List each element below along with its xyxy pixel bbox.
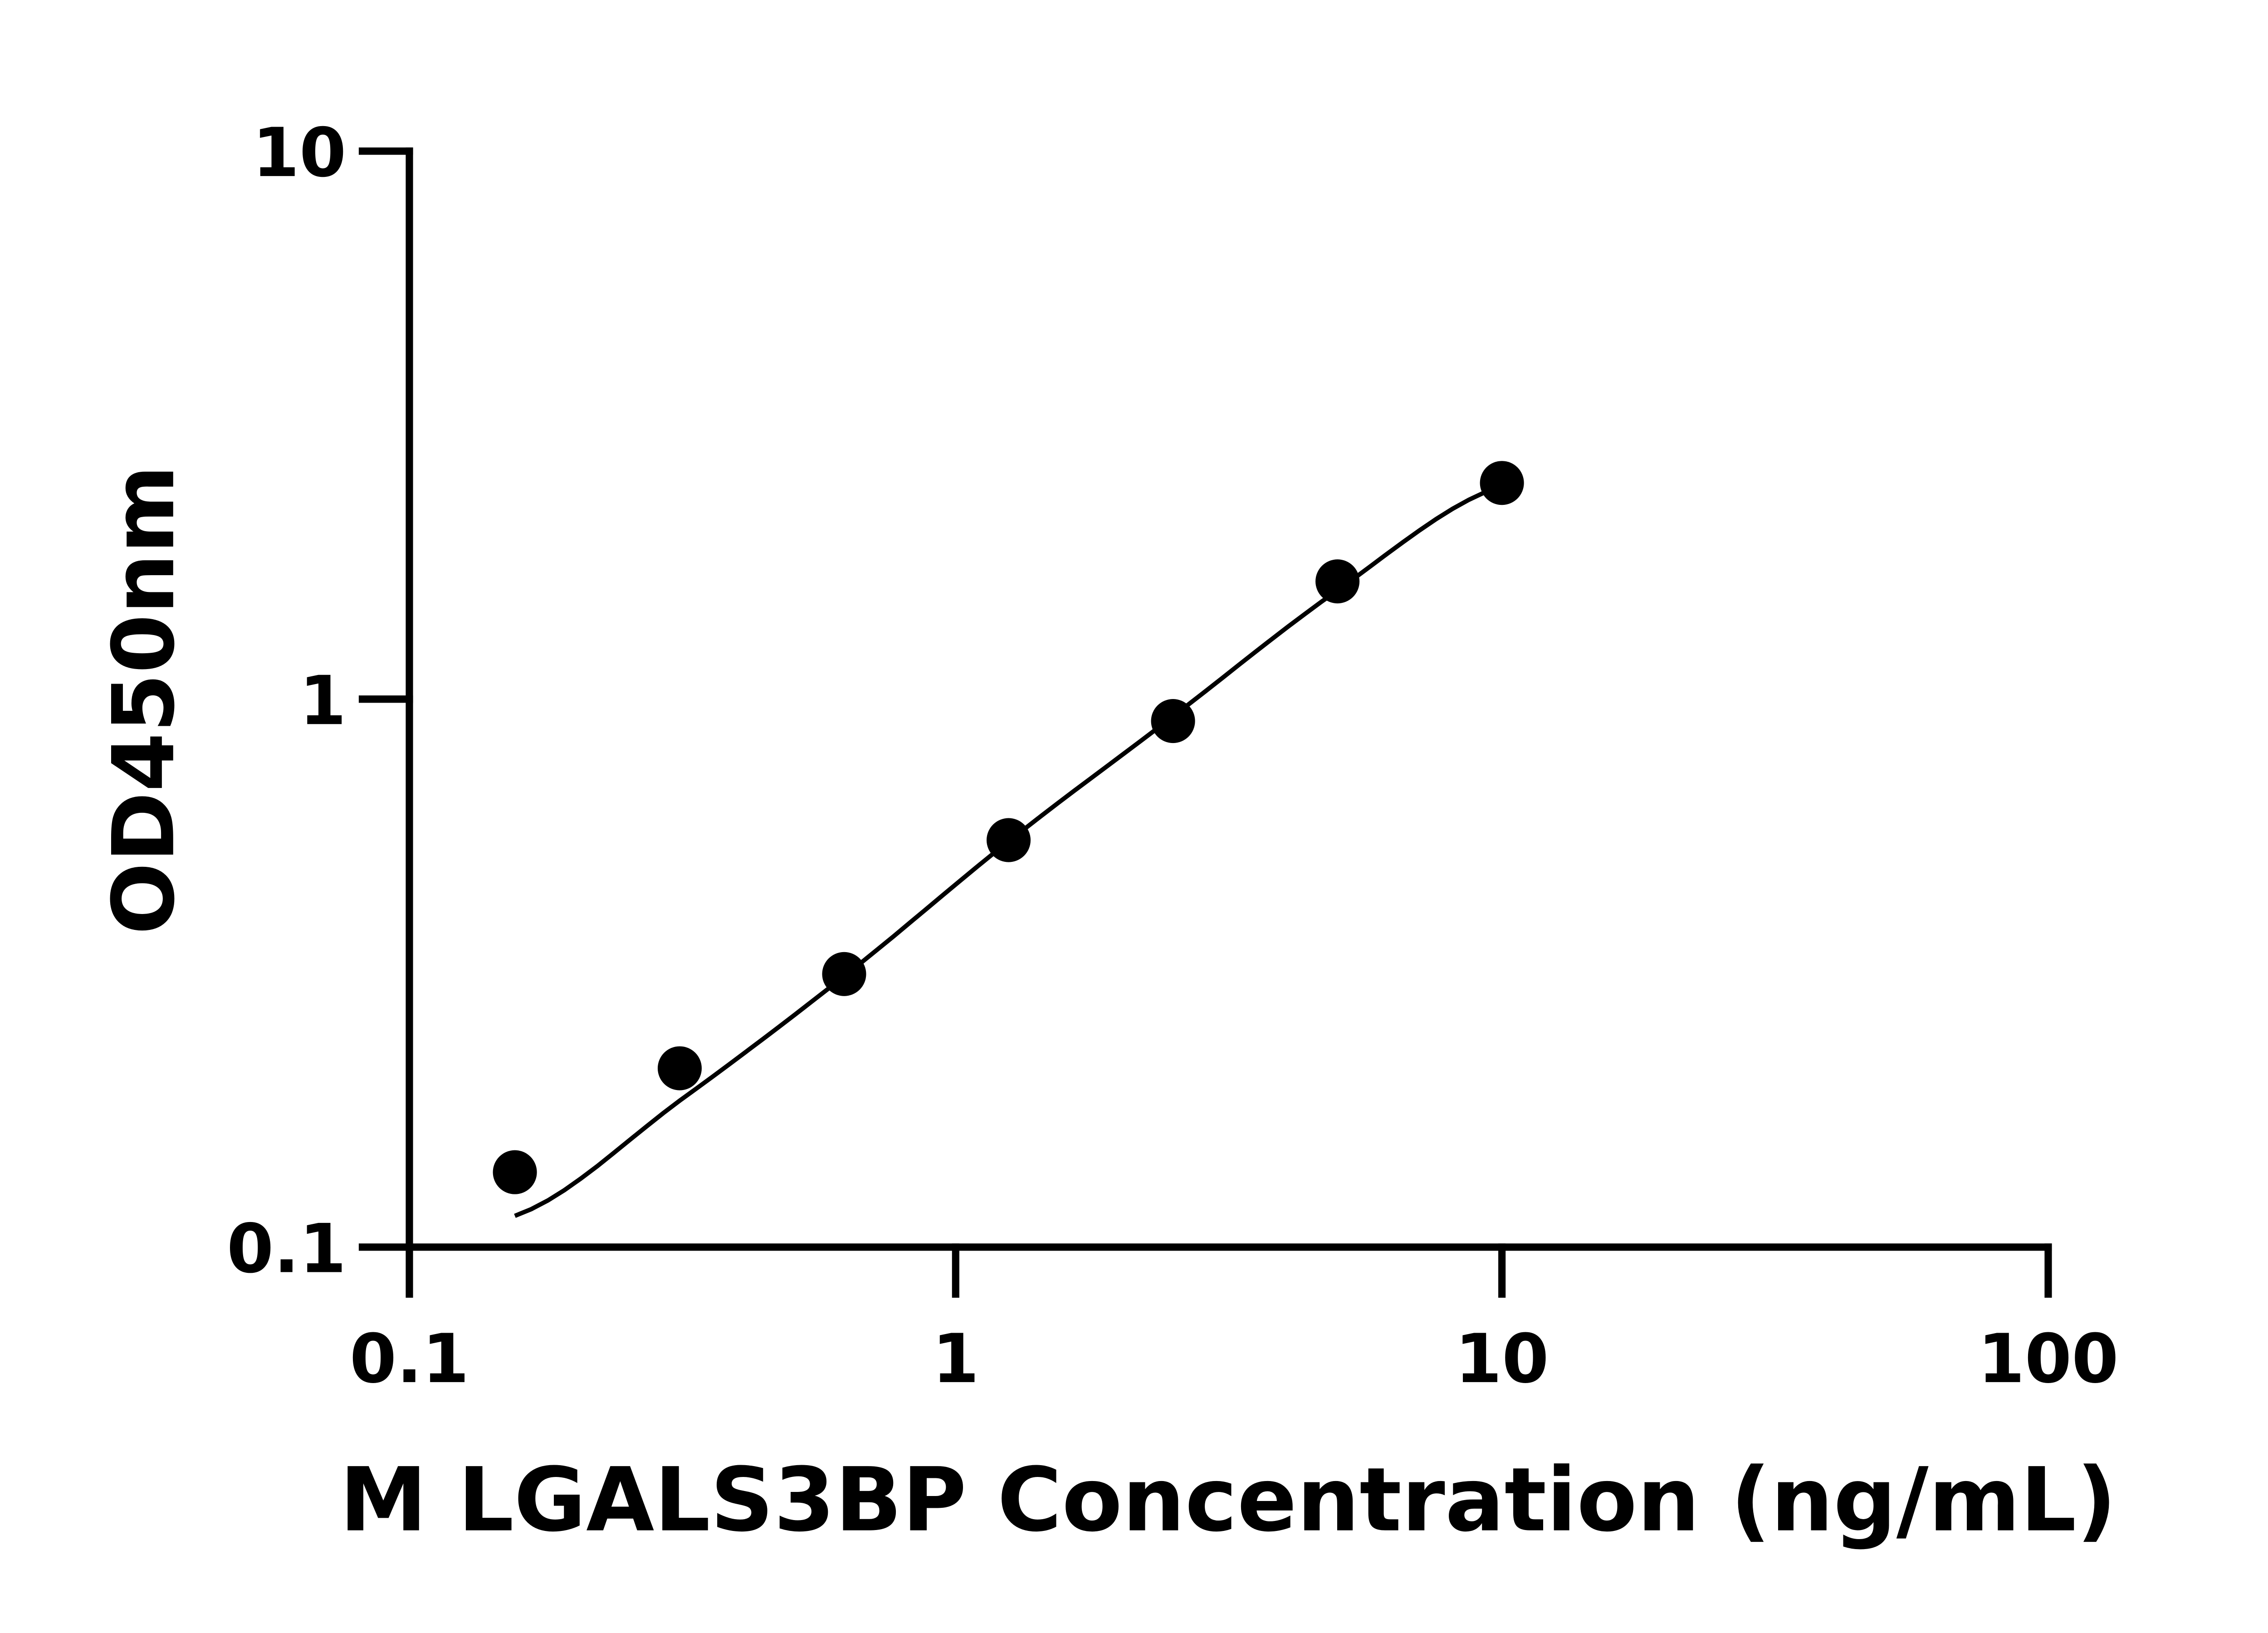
data-point (1151, 699, 1195, 743)
axes (358, 147, 2052, 1298)
x-tick-label: 10 (1455, 1320, 1549, 1398)
data-point (987, 818, 1031, 862)
tick-labels: 0.1 1 10 100 0.1 1 10 (227, 114, 2119, 1398)
y-tick-label: 10 (252, 114, 346, 192)
y-axis-title: OD450nm (95, 465, 194, 935)
data-point (1480, 461, 1524, 505)
y-tick-label: 1 (299, 662, 347, 740)
y-tick-label: 0.1 (227, 1210, 347, 1288)
data-point (822, 952, 866, 996)
data-point (493, 1150, 537, 1194)
x-tick-label: 1 (932, 1320, 979, 1398)
data-points (493, 461, 1524, 1194)
data-point (1315, 559, 1360, 604)
x-tick-label: 0.1 (350, 1320, 469, 1398)
x-axis-title: M LGALS3BP Concentration (ng/mL) (340, 1449, 2117, 1551)
data-point (657, 1046, 702, 1090)
x-tick-label: 100 (1978, 1320, 2119, 1398)
